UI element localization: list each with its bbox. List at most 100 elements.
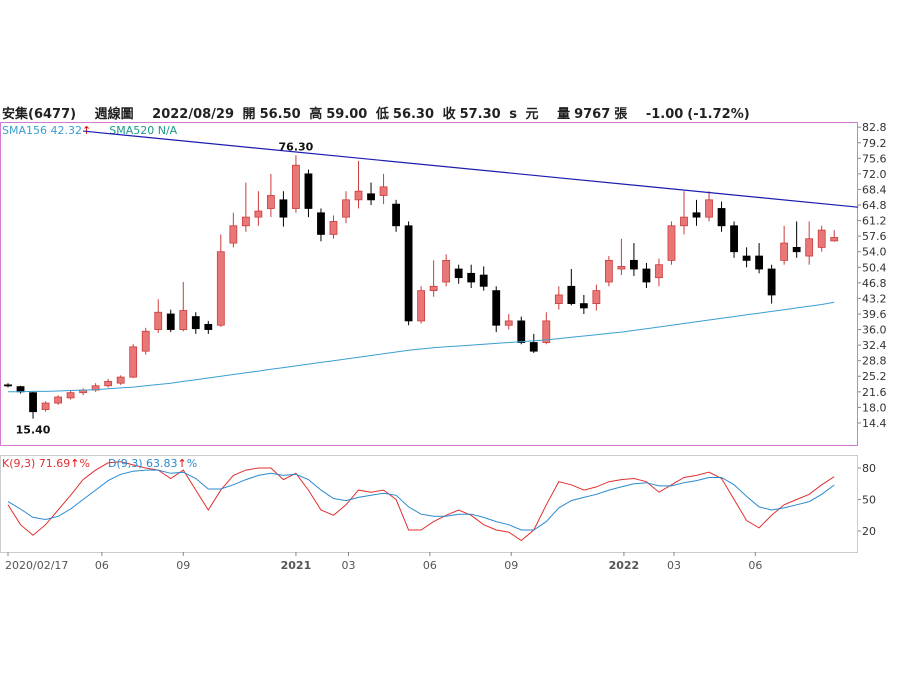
y-tick-label: 28.8 — [862, 355, 887, 368]
candle-body — [655, 264, 663, 279]
legend-entry: K(9,3) 71.69↑% — [2, 457, 90, 470]
candle-body — [354, 190, 363, 201]
panel-frame — [0, 122, 858, 446]
field-value: 57.30 — [459, 107, 501, 122]
candle-body — [517, 320, 526, 343]
legend-value: 71.69 — [39, 457, 71, 470]
candle-body — [467, 272, 476, 283]
candle-body — [617, 266, 626, 270]
currency: 元 — [525, 107, 539, 122]
candle-body — [141, 330, 150, 352]
legend-value: 63.83 — [146, 457, 178, 470]
candle-body — [529, 342, 538, 352]
series-line — [7, 469, 835, 531]
candle-body — [179, 310, 188, 330]
candle-body — [317, 212, 325, 235]
legend-unit: % — [187, 457, 197, 470]
date: 2022/08/29 — [152, 107, 235, 122]
y-tick-label: 80 — [862, 462, 876, 475]
candle-body — [191, 316, 200, 330]
y-tick-label: 79.2 — [862, 137, 887, 150]
candle-body — [116, 376, 125, 384]
candle-body — [16, 386, 25, 393]
candle-body — [692, 212, 701, 218]
candle-body — [54, 396, 62, 404]
y-tick-label: 82.8 — [862, 121, 887, 134]
y-tick-label: 50 — [862, 494, 876, 507]
field-value: 56.50 — [259, 107, 301, 122]
candle-body — [717, 208, 726, 227]
legend-arrow: ↑ — [70, 457, 79, 470]
candle-body — [742, 255, 751, 261]
candle-body — [41, 402, 50, 410]
candle-body — [630, 259, 638, 270]
y-tick-label: 61.2 — [862, 215, 887, 228]
legend-name: SMA520 — [109, 124, 154, 137]
y-tick-label: 54.0 — [862, 246, 887, 259]
y-tick-label: 14.4 — [862, 417, 887, 430]
volume-unit: 張 — [614, 107, 628, 122]
candle-body — [429, 285, 438, 292]
x-tick-label: 06 — [748, 559, 762, 572]
candle-body — [442, 259, 451, 283]
candle-body — [504, 320, 513, 326]
candle-body — [730, 225, 738, 253]
period: 週線圖 — [94, 107, 134, 122]
y-tick-label: 25.2 — [862, 370, 887, 383]
candle-body — [705, 199, 713, 218]
y-tick-label: 36.0 — [862, 324, 887, 337]
legend-entry: SMA156 42.32↑ — [2, 124, 91, 137]
legend-entry: D(9,3) 63.83↑% — [108, 457, 197, 470]
x-tick-label: 03 — [342, 559, 356, 572]
y-tick-label: 57.6 — [862, 230, 887, 243]
y-tick-label: 21.6 — [862, 386, 887, 399]
x-tick-label: 2020/02/17 — [5, 559, 68, 572]
candle-body — [367, 193, 375, 201]
candle-body — [805, 238, 814, 257]
candle-body — [342, 199, 350, 218]
y-tick-label: 20 — [862, 525, 876, 538]
y-tick-label: 39.6 — [862, 308, 887, 321]
x-tick-label: 09 — [504, 559, 518, 572]
y-tick-label: 68.4 — [862, 183, 887, 196]
candle-body — [241, 216, 250, 227]
candle-body — [767, 268, 776, 296]
candle-body — [604, 259, 613, 283]
field-value: 59.00 — [326, 107, 368, 122]
candle-body — [266, 195, 275, 209]
series-line — [8, 301, 835, 393]
legend-unit: % — [80, 457, 90, 470]
candle-body — [454, 268, 463, 279]
change: -1.00 — [645, 107, 684, 122]
x-tick-label: 09 — [176, 559, 190, 572]
candle-body — [642, 268, 651, 283]
y-tick-label: 75.6 — [862, 152, 887, 165]
candle-body — [129, 346, 138, 378]
candle-body — [279, 199, 288, 218]
panel-frame — [0, 455, 858, 553]
candle-body — [792, 246, 801, 253]
y-tick-label: 46.8 — [862, 277, 887, 290]
field-label: 高 — [309, 107, 323, 122]
candle-body — [579, 303, 588, 309]
y-tick-label: 18.0 — [862, 401, 887, 414]
x-tick-label: 06 — [95, 559, 109, 572]
x-tick-label: 2022 — [609, 559, 640, 572]
candle-body — [204, 323, 213, 330]
candle-body — [392, 203, 400, 227]
y-tick-label: 72.0 — [862, 168, 887, 181]
candle-body — [554, 294, 563, 305]
candle-body — [567, 285, 576, 305]
candle-body — [229, 225, 238, 244]
legend-name: SMA156 — [2, 124, 47, 137]
candle-body — [166, 313, 175, 330]
candle-body — [154, 311, 163, 330]
candle-body — [830, 237, 839, 242]
candle-body — [592, 290, 601, 305]
candle-body — [66, 392, 75, 399]
field-label: 收 — [442, 107, 456, 122]
legend-arrow: ↑ — [178, 457, 187, 470]
candle-body — [29, 392, 37, 413]
candle-body — [492, 290, 501, 326]
